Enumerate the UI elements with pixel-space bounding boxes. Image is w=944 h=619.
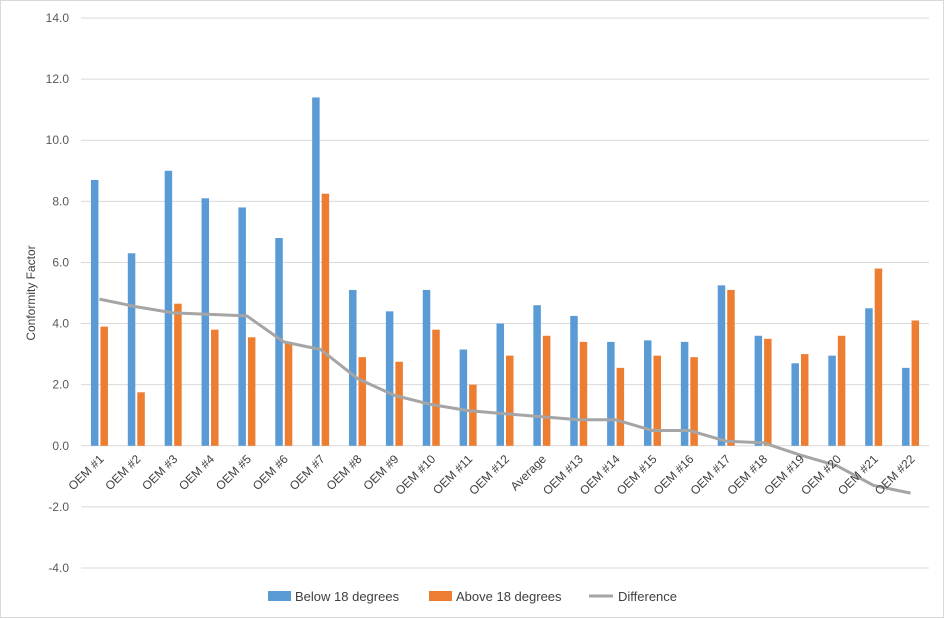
x-category-label: OEM #2 (102, 452, 143, 493)
y-tick-label: -2.0 (48, 500, 69, 514)
legend-label-difference: Difference (618, 589, 677, 604)
x-category-label: OEM #12 (466, 452, 512, 498)
bar-below-18 (496, 323, 504, 446)
y-tick-label: 12.0 (46, 72, 70, 86)
bar-above-18 (764, 338, 772, 446)
y-tick-label: 6.0 (52, 255, 69, 269)
bar-below-18 (643, 340, 652, 446)
bar-below-18 (902, 367, 910, 446)
bars (90, 97, 920, 446)
bar-above-18 (100, 326, 108, 446)
difference-line-path (99, 297, 911, 495)
y-tick-labels: -4.0 -2.0 0.0 2.0 4.0 6.0 8.0 10.0 12.0 14.0 (46, 11, 70, 575)
bar-above-18 (911, 320, 920, 446)
bar-above-18 (800, 354, 809, 446)
bar-below-18 (865, 308, 873, 446)
bar-below-18 (164, 170, 173, 446)
bar-below-18 (201, 198, 210, 446)
legend: Below 18 degrees Above 18 degrees Differ… (268, 589, 677, 604)
x-category-label: OEM #1 (66, 452, 107, 493)
bar-above-18 (284, 341, 293, 446)
bar-below-18 (238, 207, 246, 446)
bar-above-18 (432, 329, 440, 446)
bar-above-18 (690, 357, 698, 446)
x-category-label: OEM #10 (393, 452, 439, 498)
bar-above-18 (174, 303, 182, 446)
legend-label-below: Below 18 degrees (295, 589, 400, 604)
x-category-label: OEM #8 (324, 452, 365, 493)
bar-below-18 (385, 311, 394, 446)
bar-below-18 (717, 285, 726, 446)
legend-swatch-below (268, 591, 291, 601)
y-axis-title: Conformity Factor (24, 245, 38, 340)
bar-below-18 (275, 238, 283, 446)
gridlines (81, 17, 929, 569)
bar-above-18 (837, 335, 846, 446)
bar-above-18 (469, 384, 477, 446)
bar-above-18 (247, 337, 256, 446)
bar-below-18 (754, 335, 763, 446)
bar-above-18 (542, 335, 551, 446)
x-category-label: OEM #5 (213, 452, 254, 493)
x-category-label: OEM #6 (250, 452, 291, 493)
bar-above-18 (358, 357, 367, 446)
bar-above-18 (874, 268, 883, 446)
bar-below-18 (828, 355, 836, 446)
y-tick-label: 0.0 (52, 439, 69, 453)
bar-below-18 (459, 349, 468, 446)
y-tick-label: 10.0 (46, 133, 70, 147)
bar-above-18 (616, 367, 625, 446)
bar-below-18 (90, 179, 99, 446)
bar-below-18 (127, 253, 136, 446)
x-category-label: OEM #4 (176, 452, 217, 493)
y-tick-label: 2.0 (52, 378, 69, 392)
bar-below-18 (607, 341, 615, 446)
x-category-label: OEM #3 (139, 452, 180, 493)
bar-above-18 (211, 329, 219, 446)
y-tick-label: 4.0 (52, 317, 69, 331)
bar-below-18 (533, 305, 541, 446)
bar-above-18 (579, 341, 588, 446)
bar-above-18 (653, 355, 661, 446)
legend-label-above: Above 18 degrees (456, 589, 562, 604)
y-tick-label: -4.0 (48, 561, 69, 575)
bar-above-18 (727, 289, 735, 446)
bar-below-18 (422, 289, 431, 446)
bar-below-18 (349, 289, 357, 446)
bar-above-18 (395, 361, 403, 446)
difference-line (99, 297, 911, 495)
bar-above-18 (506, 355, 514, 446)
x-category-label: OEM #7 (287, 452, 328, 493)
bar-above-18 (137, 392, 145, 446)
bar-below-18 (680, 341, 689, 446)
y-tick-label: 8.0 (52, 194, 69, 208)
bar-below-18 (570, 315, 578, 446)
bar-above-18 (321, 193, 330, 446)
bar-below-18 (312, 97, 320, 446)
legend-swatch-above (429, 591, 452, 601)
bar-below-18 (791, 363, 799, 446)
y-tick-label: 14.0 (46, 11, 70, 25)
